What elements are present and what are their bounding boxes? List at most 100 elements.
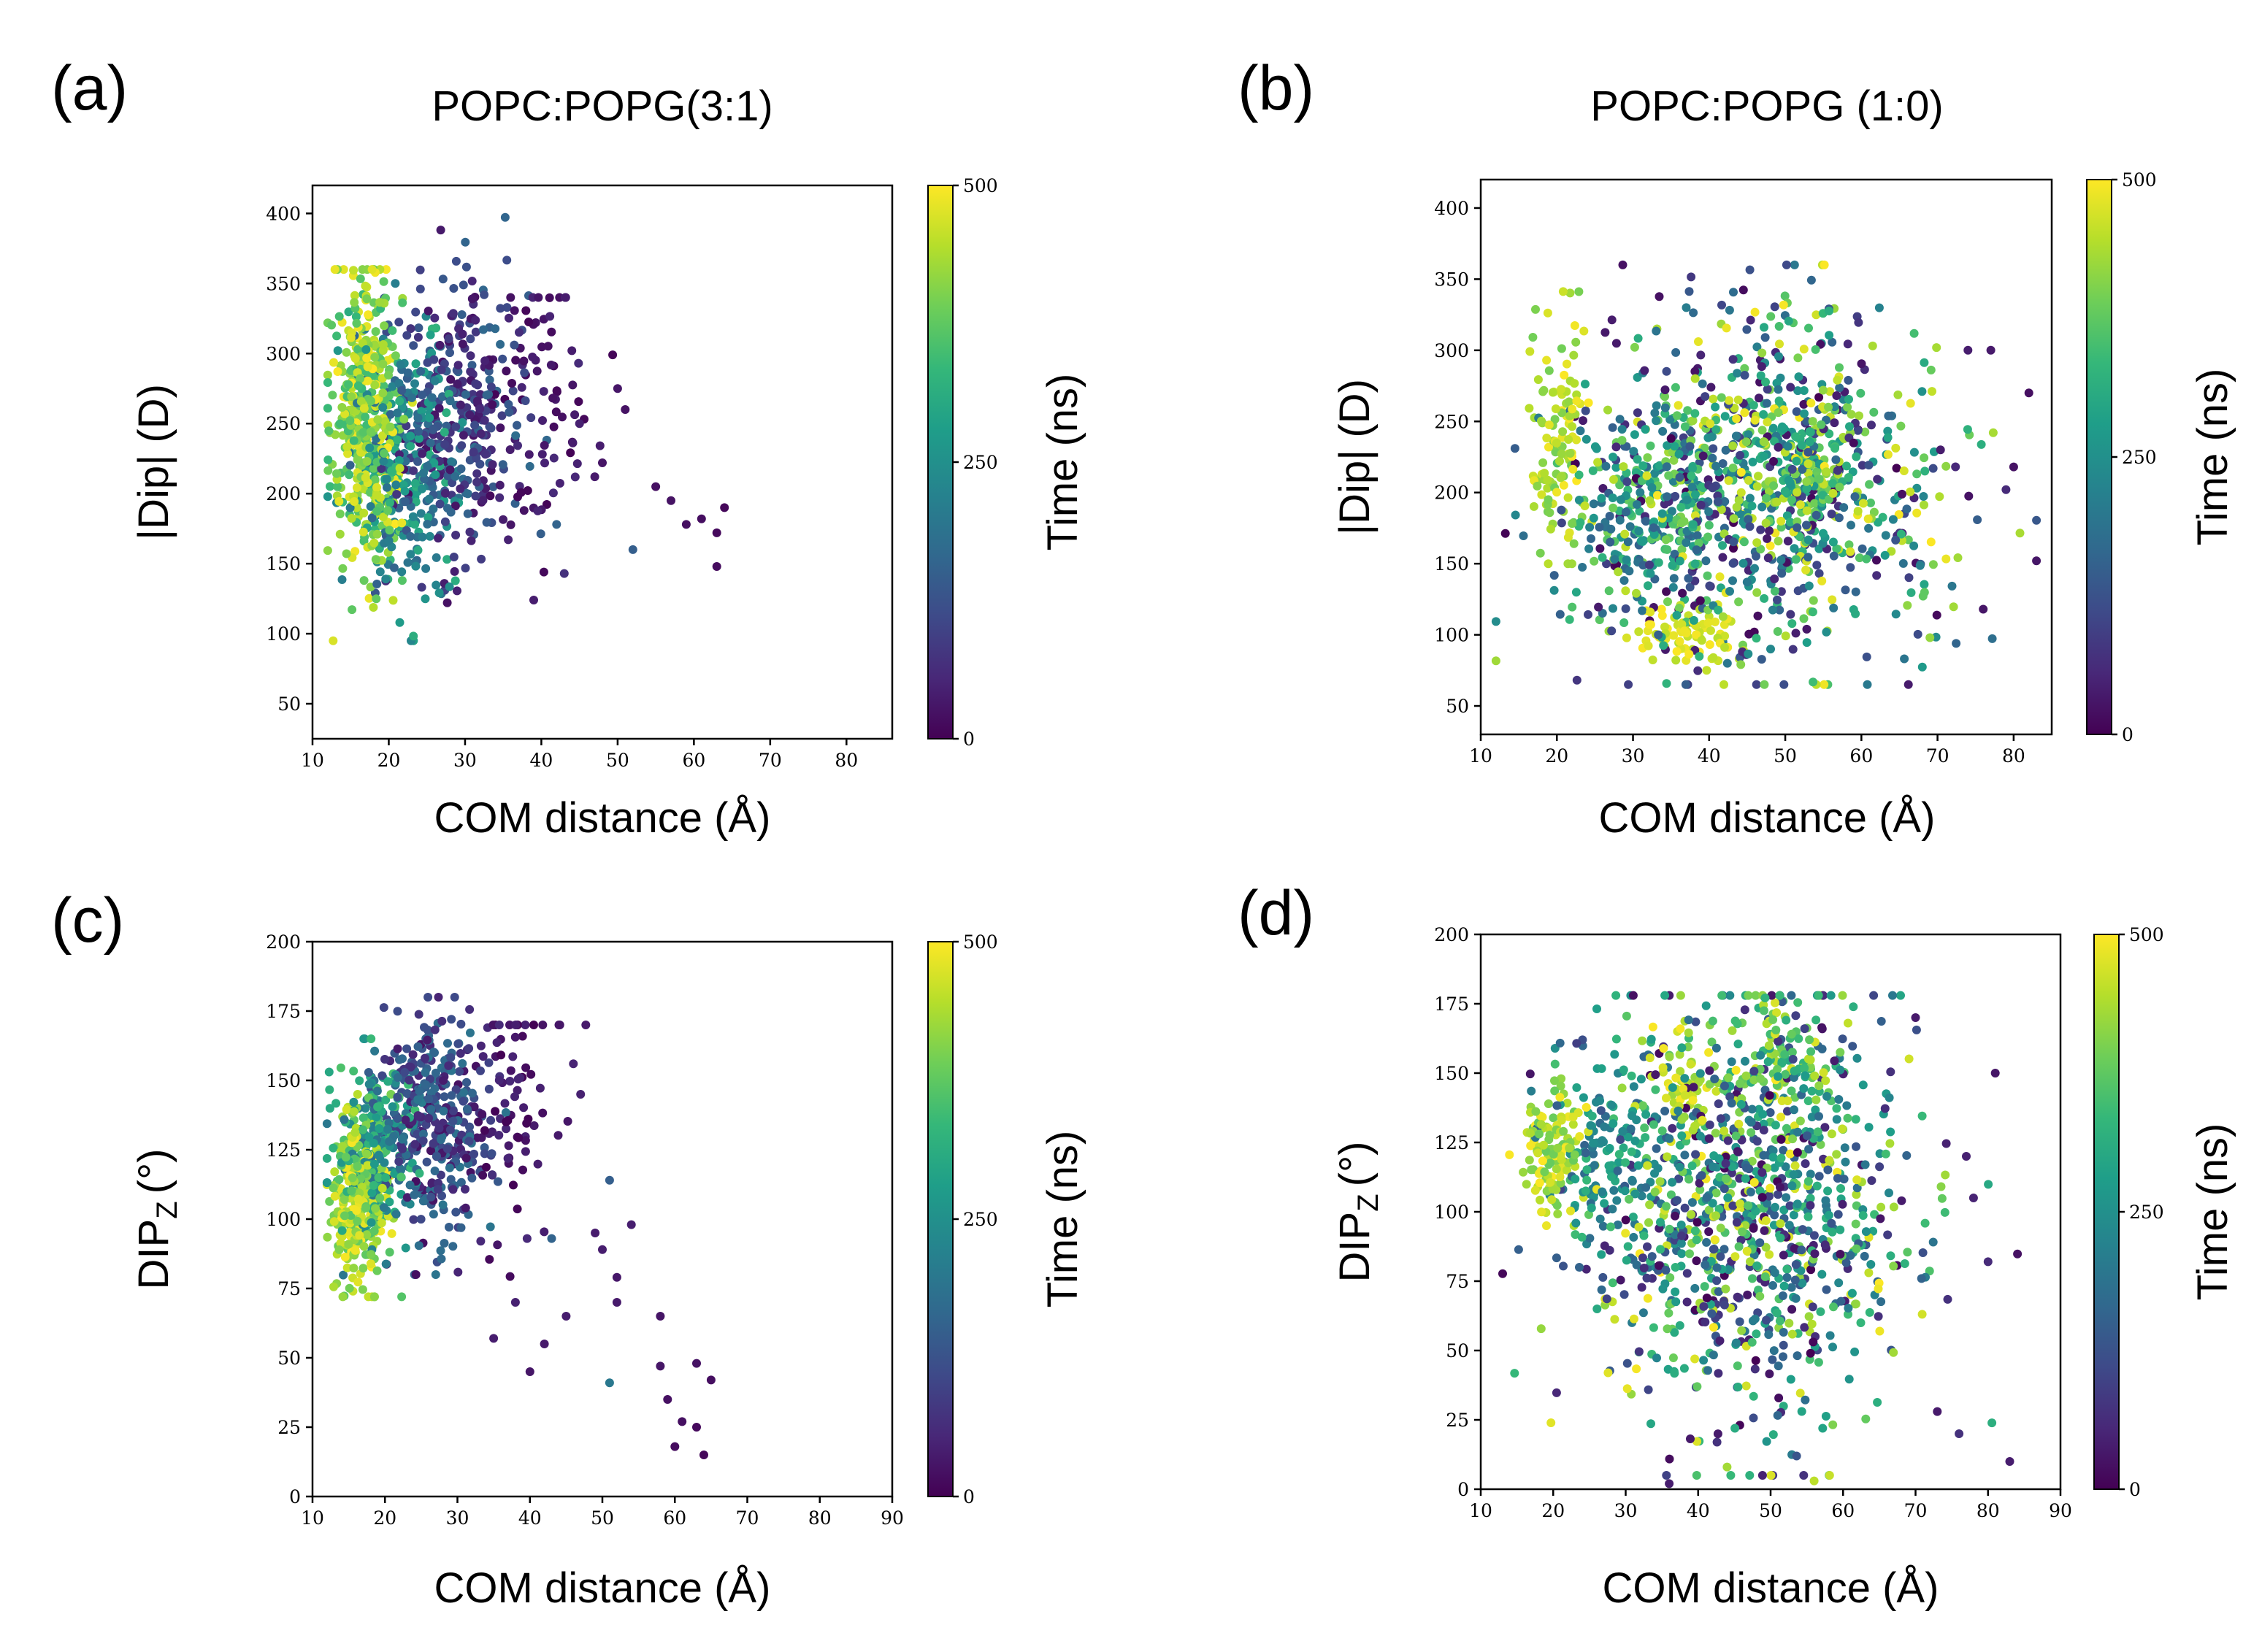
- panel-c-point: [433, 1185, 442, 1194]
- panel-b-point: [1557, 344, 1566, 353]
- panel-b-point: [1828, 479, 1838, 488]
- panel-d-point: [1861, 1227, 1871, 1237]
- panel-b-point: [1614, 567, 1623, 577]
- panel-d-point: [1789, 1210, 1798, 1220]
- panel-d-point: [1749, 1223, 1758, 1233]
- panel-b-point: [1814, 475, 1824, 484]
- panel-c-point: [486, 1115, 496, 1125]
- panel-c-point: [464, 1044, 474, 1053]
- panel-b-point: [1780, 487, 1790, 496]
- panel-a-point: [356, 274, 365, 283]
- panel-b-point: [1625, 566, 1634, 576]
- panel-d-point: [1856, 1318, 1866, 1327]
- panel-c-point: [436, 1135, 445, 1145]
- panel-d-point: [1575, 1263, 1584, 1272]
- panel-d-point: [1782, 1123, 1791, 1133]
- panel-d-point: [1852, 1175, 1862, 1185]
- panel-d-point: [1787, 991, 1796, 1000]
- panel-d-point: [1763, 1199, 1771, 1208]
- panel-d-point: [1587, 1203, 1596, 1213]
- panel-c-point: [456, 1223, 466, 1232]
- panel-c-point: [353, 1278, 363, 1287]
- panel-c-point: [336, 1238, 345, 1248]
- panel-b-point: [1604, 586, 1614, 596]
- panel-d-point: [1622, 1384, 1632, 1394]
- panel-d-point: [1570, 1150, 1579, 1159]
- panel-d-point: [1605, 1144, 1614, 1153]
- panel-b-point: [1979, 604, 1988, 614]
- panel-d-point: [1730, 1252, 1740, 1261]
- panel-b-ytick-label: 350: [1434, 269, 1469, 290]
- panel-b-point: [1745, 265, 1755, 274]
- panel-a-point: [380, 417, 390, 426]
- panel-b-point: [1774, 408, 1783, 418]
- panel-b-point: [1584, 398, 1593, 407]
- panel-d-point: [1793, 1127, 1803, 1137]
- panel-b-point: [1728, 464, 1738, 472]
- panel-b-point: [1733, 395, 1743, 404]
- panel-c-point: [426, 1192, 436, 1202]
- panel-d-point: [1760, 994, 1770, 1002]
- panel-d-point: [1787, 1305, 1797, 1314]
- panel-b-point: [1786, 610, 1795, 619]
- panel-d-point: [1650, 1187, 1660, 1196]
- panel-d-point: [1580, 1140, 1590, 1150]
- panel-d-point: [1852, 1053, 1862, 1063]
- panel-a-point: [471, 379, 480, 388]
- panel-b-point: [1777, 422, 1787, 431]
- panel-d-point: [1762, 1437, 1771, 1446]
- panel-c-point: [375, 1124, 384, 1133]
- panel-b-point: [1906, 487, 1915, 496]
- panel-b-point: [1750, 307, 1760, 317]
- panel-d-point: [1645, 1200, 1655, 1210]
- panel-b-point: [1574, 496, 1584, 504]
- panel-b-point: [1844, 395, 1853, 404]
- panel-b-point: [1793, 523, 1802, 532]
- panel-b-point: [1728, 576, 1737, 585]
- panel-b-point: [1847, 520, 1855, 530]
- panel-b-point: [1567, 559, 1576, 569]
- panel-c-point: [476, 1041, 486, 1050]
- panel-c-point: [663, 1395, 672, 1404]
- panel-d-point: [1889, 1261, 1898, 1271]
- panel-b-point: [1675, 637, 1684, 646]
- panel-b-point: [1844, 473, 1853, 482]
- panel-a-point: [333, 367, 342, 376]
- panel-a-point: [453, 586, 461, 596]
- panel-d-point: [1665, 1479, 1674, 1488]
- panel-d-point: [1719, 1126, 1729, 1136]
- panel-a-point: [621, 405, 630, 414]
- panel-d-point: [1850, 1347, 1860, 1356]
- panel-b-point: [1756, 525, 1765, 534]
- panel-b-point: [1928, 387, 1936, 396]
- panel-a-point: [369, 603, 378, 612]
- panel-d-point: [1604, 1161, 1614, 1171]
- panel-d-point: [1699, 1356, 1709, 1365]
- panel-d-point: [1621, 1215, 1630, 1225]
- panel-b-point: [1551, 404, 1560, 413]
- panel-d-point: [1813, 1127, 1822, 1137]
- panel-c-point: [421, 1068, 430, 1077]
- panel-c-point: [418, 1196, 428, 1206]
- panel-d-point: [1705, 1120, 1714, 1129]
- panel-c-point: [464, 1137, 474, 1146]
- panel-d-point: [1834, 1278, 1844, 1288]
- panel-b-point: [1825, 307, 1833, 315]
- panel-d-point: [1866, 1260, 1876, 1269]
- panel-d-point: [1722, 1462, 1732, 1472]
- panel-d-point: [1765, 1108, 1775, 1117]
- panel-a-point: [331, 430, 340, 439]
- panel-d-point: [1668, 1123, 1677, 1133]
- panel-a-point: [392, 490, 402, 499]
- panel-b-point: [1760, 323, 1768, 332]
- panel-c-point: [474, 1117, 483, 1126]
- panel-a-point: [475, 404, 485, 414]
- panel-c-point: [413, 1111, 423, 1121]
- panel-b-point: [1657, 611, 1667, 621]
- panel-b-xtick-label: 60: [1849, 745, 1873, 767]
- panel-a-point: [712, 528, 721, 537]
- panel-c-point: [411, 1270, 421, 1279]
- panel-b-point: [1736, 450, 1745, 460]
- panel-c-point: [364, 1080, 374, 1089]
- panel-d-point: [1756, 1050, 1765, 1060]
